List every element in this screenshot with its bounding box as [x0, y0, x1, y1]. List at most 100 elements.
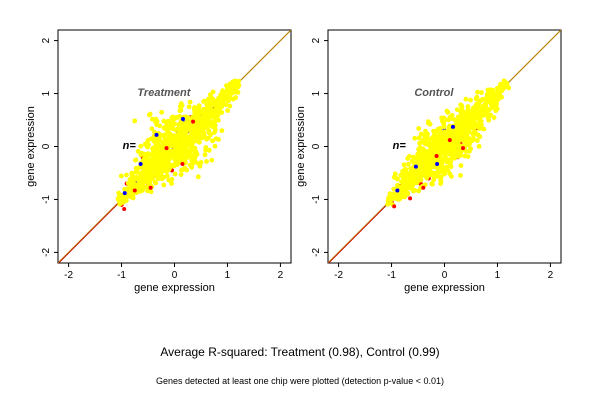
chart1-yellow-point	[468, 97, 473, 103]
chart1-yellow-point	[451, 155, 457, 161]
chart0-yellow-point	[227, 87, 233, 93]
chart0-yellow-point	[203, 147, 209, 153]
chart0-yellow-point	[188, 124, 193, 130]
chart1-xtick-label: 0	[442, 270, 448, 281]
chart0-yellow-point	[163, 160, 169, 166]
chart0-yellow-point	[148, 189, 154, 195]
chart0-yellow-point	[183, 145, 189, 151]
chart1-yellow-point	[409, 158, 415, 164]
chart1-yellow-point	[423, 128, 428, 134]
chart0-yellow-point	[197, 121, 202, 127]
chart0-yellow-point	[214, 112, 220, 118]
chart0-yellow-point	[179, 167, 184, 173]
chart0-yellow-point	[207, 104, 212, 110]
chart1-blue-point	[435, 161, 440, 166]
chart1-yellow-point	[474, 138, 480, 143]
chart1-yellow-point	[469, 138, 475, 143]
chart0-yellow-point	[126, 192, 132, 198]
chart1-n-label: n=	[393, 140, 407, 152]
scatter-panel-treatment: -2 -1 0 1 2 -2 -1 0 1 2 gene expression gene expres…	[25, 29, 292, 294]
chart1-yellow-point	[431, 133, 437, 139]
chart0-yellow-point	[210, 124, 215, 129]
chart1-ytick-label: 2	[311, 37, 322, 43]
chart0-yellow-point	[138, 143, 144, 149]
chart0-yellow-point	[233, 95, 239, 100]
chart0-yellow-point	[198, 159, 204, 165]
chart0-yellow-point	[142, 157, 148, 163]
chart0-red-point	[180, 161, 185, 166]
chart0-n-label: n=	[123, 140, 137, 152]
chart0-blue-point	[154, 132, 159, 137]
chart0-yellow-point	[202, 152, 208, 158]
chart0-yellow-point	[192, 145, 198, 151]
chart1-xlabel: gene expression	[404, 282, 485, 294]
chart0-yellow-point	[173, 127, 179, 133]
chart1-blue-point	[450, 124, 455, 129]
chart0-blue-point	[180, 116, 185, 121]
chart0-yellow-point	[152, 179, 158, 185]
chart0-yellow-point	[145, 137, 151, 143]
chart1-yellow-point	[451, 139, 457, 145]
chart0-yellow-point	[233, 88, 239, 94]
chart1-yellow-point	[455, 150, 460, 156]
chart1-yellow-point	[402, 194, 408, 200]
chart1-yellow-point	[454, 120, 460, 126]
chart0-yellow-point	[175, 150, 181, 156]
chart1-yellow-point	[442, 131, 447, 137]
chart0-yellow-point	[134, 182, 140, 188]
chart1-yellow-point	[486, 107, 492, 113]
chart1-yellow-point	[491, 115, 497, 120]
chart0-yellow-point	[168, 143, 174, 149]
chart1-yellow-point	[428, 169, 434, 175]
chart0-yellow-point	[222, 93, 228, 99]
chart1-red-point	[408, 196, 413, 201]
chart0-yellow-point	[212, 143, 218, 149]
chart1-yellow-point	[409, 171, 415, 176]
chart0-yellow-point	[195, 174, 201, 180]
chart1-yellow-point	[388, 192, 394, 198]
chart1-yellow-point	[503, 80, 509, 86]
chart0-yellow-point	[224, 83, 229, 89]
chart1-yellow-point	[418, 131, 424, 137]
chart1-yellow-point	[485, 87, 491, 93]
chart0-yellow-point	[144, 184, 150, 190]
chart1-yellow-point	[464, 123, 469, 129]
chart0-yellow-point	[223, 89, 229, 95]
chart0-yellow-point	[197, 139, 202, 145]
chart1-yellow-point	[489, 102, 494, 107]
chart1-yellow-point	[497, 84, 503, 90]
chart1-ytick-label: -2	[311, 248, 322, 257]
chart1-yellow-point	[424, 149, 430, 155]
chart1-yellow-point	[448, 174, 454, 179]
chart0-yellow-point	[162, 136, 168, 142]
chart0-ytick-label: 1	[41, 90, 52, 96]
chart0-yellow-point	[227, 95, 233, 101]
chart0-xtick-label: 1	[225, 270, 231, 281]
chart0-yellow-point	[173, 162, 179, 168]
chart1-yellow-point	[403, 182, 408, 188]
chart1-red-point	[461, 146, 466, 151]
chart0-yellow-point	[141, 161, 146, 167]
chart0-yellow-point	[162, 132, 168, 138]
chart0-yellow-point	[188, 136, 194, 142]
chart0-yellow-point	[209, 157, 215, 163]
caption-foot: Genes detected at least one chip were pl…	[156, 376, 444, 386]
chart1-yellow-point	[412, 135, 418, 141]
chart0-yellow-point	[162, 168, 168, 173]
chart0-yellow-point	[138, 179, 144, 185]
chart0-yellow-point	[227, 103, 233, 109]
chart0-yellow-point	[189, 129, 194, 135]
chart1-yellow-point	[418, 172, 424, 178]
chart0-yellow-point	[219, 110, 225, 115]
chart0-yellow-point	[166, 120, 172, 126]
chart0-yellow-point	[169, 181, 174, 186]
chart1-yellow-point	[447, 114, 453, 120]
chart1-yellow-point	[463, 118, 469, 124]
chart1-yellow-point	[506, 85, 512, 91]
chart1-yellow-point	[401, 176, 406, 181]
chart1-plot-area	[328, 30, 561, 263]
chart0-yellow-point	[123, 198, 129, 203]
chart1-xtick-label: -1	[387, 270, 396, 281]
chart0-ytick-label: 0	[41, 143, 52, 149]
chart1-yellow-point	[391, 186, 397, 192]
